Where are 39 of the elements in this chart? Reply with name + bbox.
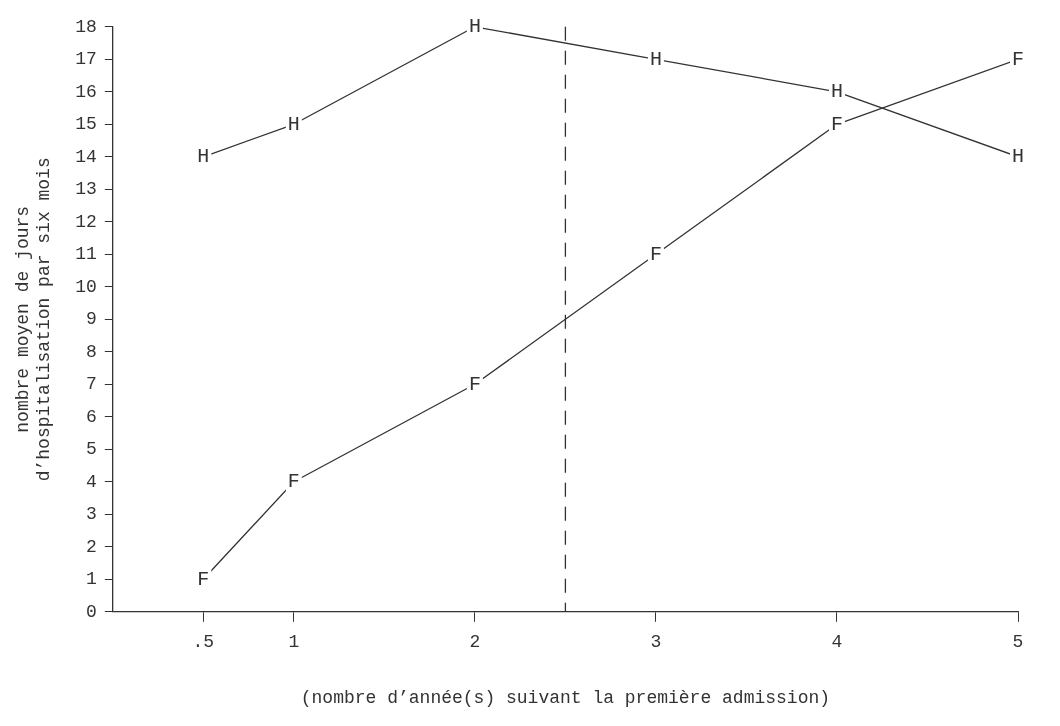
y-tick-label: 18 [75, 16, 97, 37]
x-tick-label: 2 [469, 632, 481, 653]
y-axis-title: nombre moyen de jours d’hospitalisation par six mois [12, 157, 55, 482]
series-label: F [197, 567, 210, 591]
y-tick-label: 10 [75, 276, 97, 297]
y-tick-label: 11 [75, 244, 97, 265]
y-tick-label: 1 [85, 569, 97, 590]
text: H [468, 15, 481, 39]
y-tick-label: 15 [75, 114, 97, 135]
y-tick-label: 8 [85, 341, 97, 362]
series-label: H [287, 112, 300, 136]
x-tick-label: 4 [831, 632, 843, 653]
x-tick-label: 1 [288, 632, 300, 653]
text: F [830, 112, 843, 136]
y-tick-label: 7 [85, 374, 97, 395]
y-tick-label: 5 [85, 439, 97, 460]
text: F [287, 470, 300, 494]
y-tick-label: 0 [85, 601, 97, 622]
x-tick-label: .5 [192, 632, 215, 653]
x-axis-title: (nombre d’année(s) suivant la première admission) [300, 687, 831, 708]
text: F [1011, 47, 1025, 71]
text: H [1011, 145, 1025, 169]
y-tick-label: 9 [85, 309, 97, 330]
text: H [197, 145, 210, 169]
y-tick-label: 14 [75, 146, 97, 167]
text: F [468, 372, 481, 396]
y-tick-label: 4 [85, 471, 97, 492]
text: H [830, 80, 843, 104]
y-tick-label: 17 [75, 49, 97, 70]
y-tick-label: 3 [85, 504, 97, 525]
y-tick-label: 13 [75, 179, 97, 200]
x-tick-label: 3 [650, 632, 662, 653]
x-tick-label: 5 [1012, 632, 1024, 653]
y-tick-label: 16 [75, 81, 97, 102]
text: F [649, 242, 662, 266]
y-tick-label: 6 [85, 406, 97, 427]
text: H [649, 47, 662, 71]
y-tick-label: 2 [85, 536, 97, 557]
y-tick-label: 12 [75, 211, 97, 232]
